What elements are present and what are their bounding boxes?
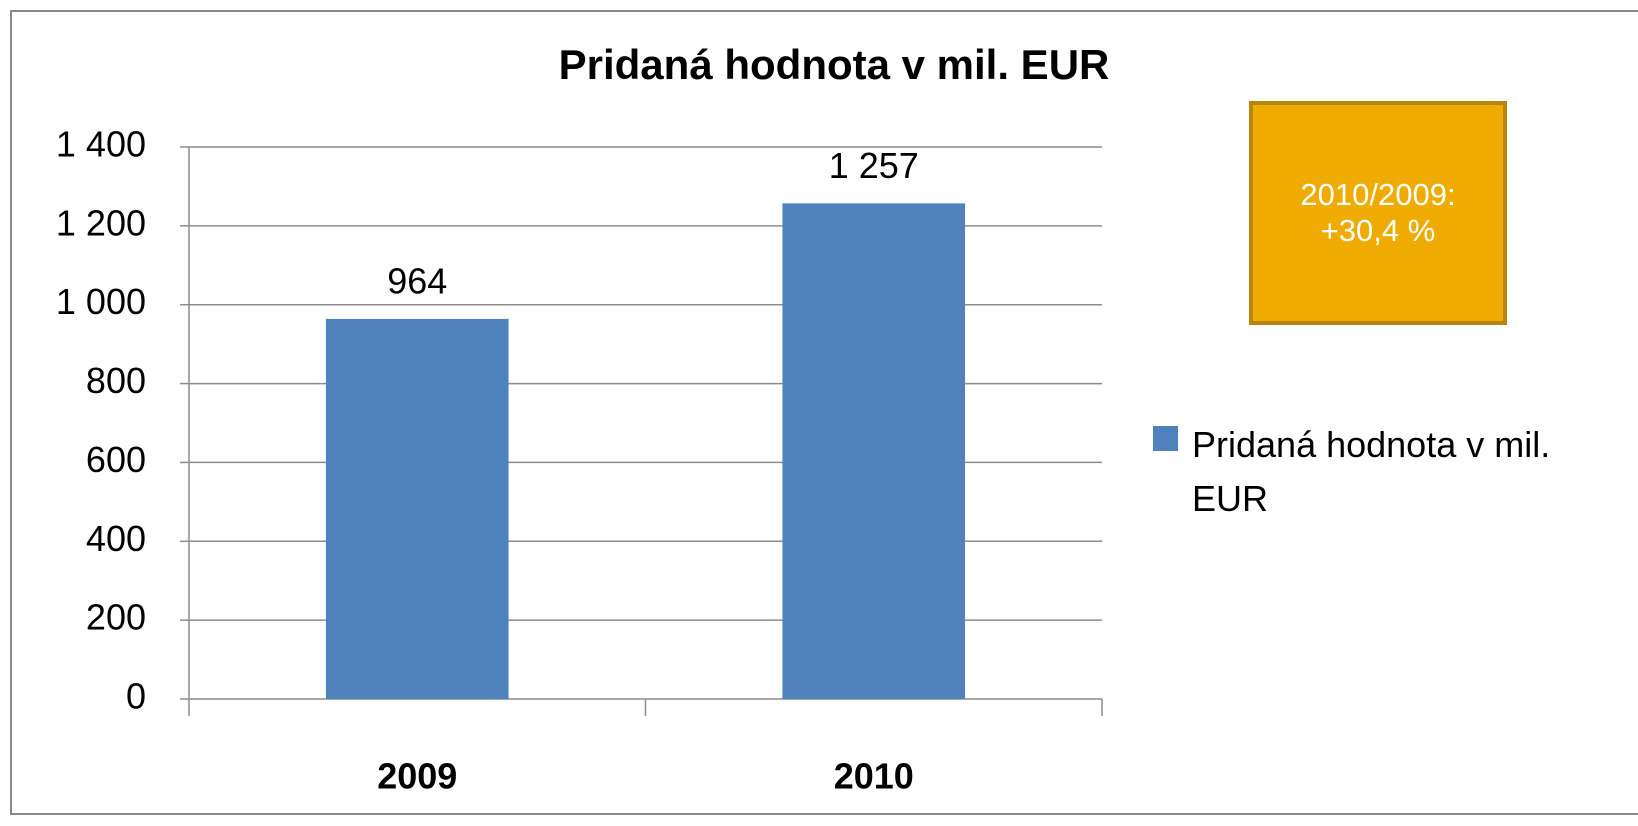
bar xyxy=(782,203,966,699)
y-tick-label: 400 xyxy=(86,518,146,559)
y-tick-label: 1 000 xyxy=(56,281,146,322)
data-label: 964 xyxy=(387,260,447,301)
x-tick-label: 2009 xyxy=(377,756,457,797)
x-tick-label: 2010 xyxy=(834,756,914,797)
annotation: 2010/2009: +30,4 % xyxy=(1249,101,1507,325)
data-label: 1 257 xyxy=(829,145,919,186)
y-tick-label: 0 xyxy=(126,676,146,717)
y-tick-label: 1 200 xyxy=(56,202,146,243)
legend-swatch xyxy=(1153,426,1178,451)
legend-label: Pridaná hodnota v mil. EUR xyxy=(1192,424,1551,519)
y-tick-label: 600 xyxy=(86,439,146,480)
y-tick-label: 200 xyxy=(86,597,146,638)
bar xyxy=(325,318,509,699)
chart-border xyxy=(10,10,1638,815)
y-tick-label: 1 400 xyxy=(56,124,146,165)
y-tick-label: 800 xyxy=(86,360,146,401)
chart-title: Pridaná hodnota v mil. EUR xyxy=(559,41,1110,88)
